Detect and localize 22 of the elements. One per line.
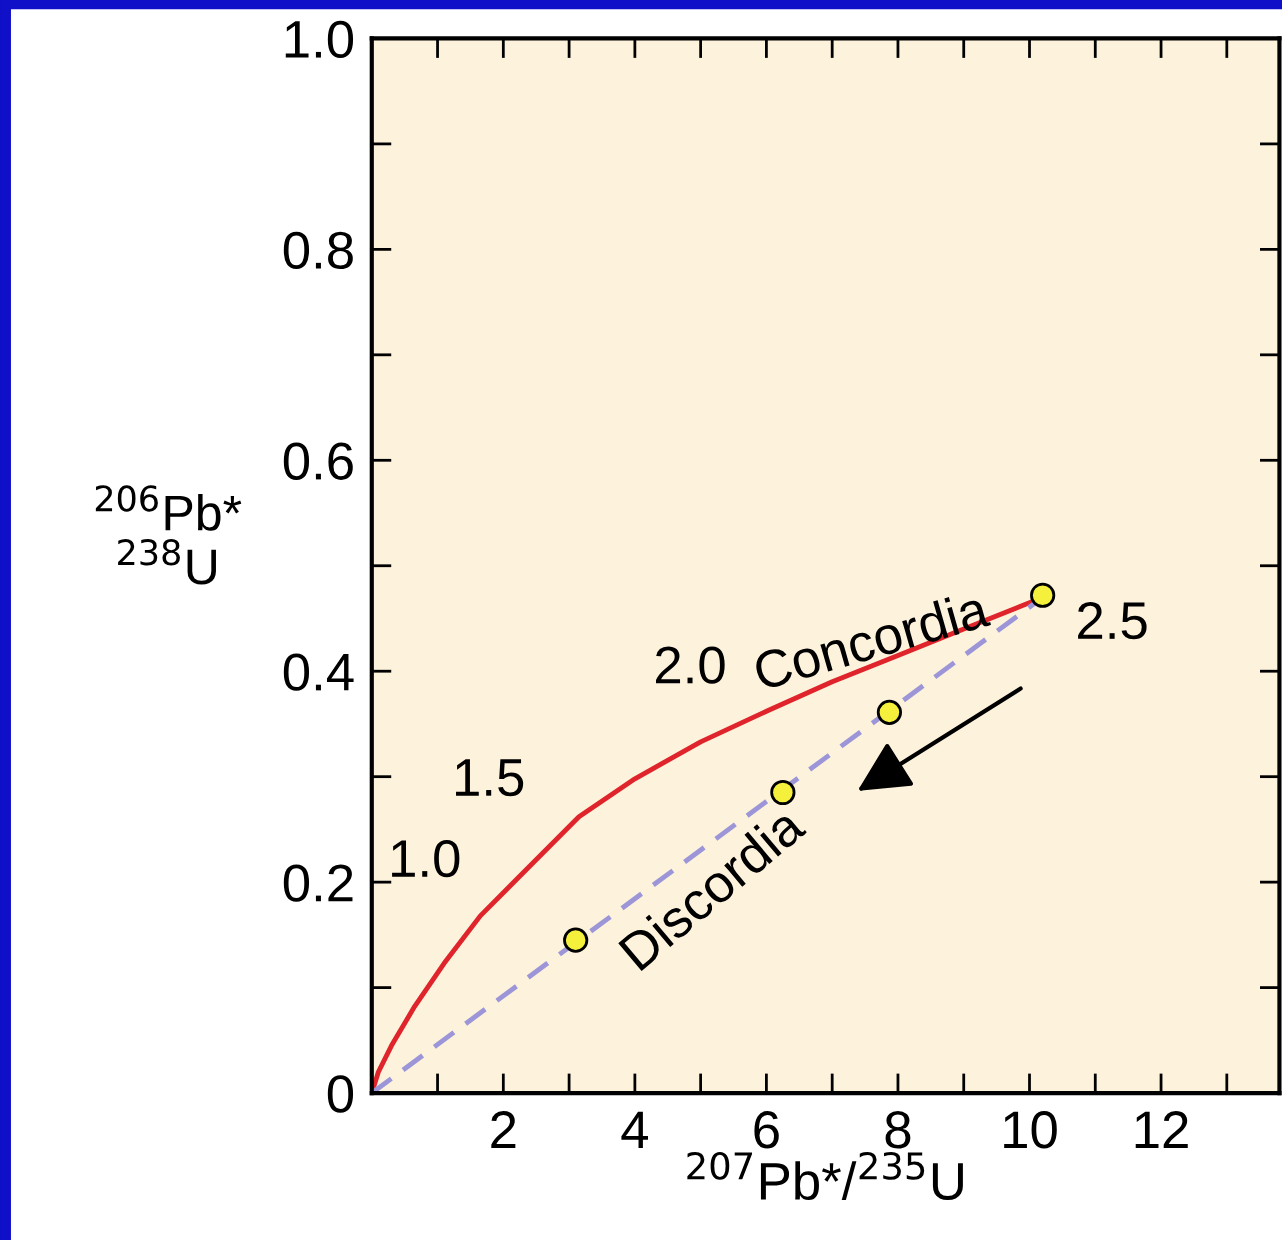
annotation: 1.0 <box>392 839 460 878</box>
x-tick-label: 2 <box>491 1111 516 1148</box>
annotation: 1.5 <box>456 759 524 797</box>
x-tick-label: 6 <box>754 1111 779 1149</box>
point <box>563 927 589 953</box>
y-axis-title: $^{206}$Pb* $^{238}$U <box>95 485 242 585</box>
point <box>770 779 796 806</box>
point <box>876 699 902 725</box>
y-tick-label: 0 <box>327 1075 354 1113</box>
y-tick-label: 0.6 <box>283 442 353 480</box>
point <box>1030 582 1056 608</box>
x-axis-title: $^{207}$Pb*/$^{235}$U <box>687 1151 963 1201</box>
x-tick-label: 10 <box>1004 1111 1057 1149</box>
y-tick-label: 1.0 <box>285 20 354 59</box>
x-tick-label: 8 <box>885 1111 911 1149</box>
y-tick-label: 0.8 <box>283 231 353 270</box>
y-tick-label: 0.4 <box>283 653 354 691</box>
annotation: 2.0 <box>656 646 725 684</box>
x-tick-label: 4 <box>621 1111 648 1148</box>
annotation: 2.5 <box>1078 601 1147 640</box>
y-tick-label: 0.2 <box>283 864 353 902</box>
x-tick-label: 12 <box>1135 1111 1188 1148</box>
